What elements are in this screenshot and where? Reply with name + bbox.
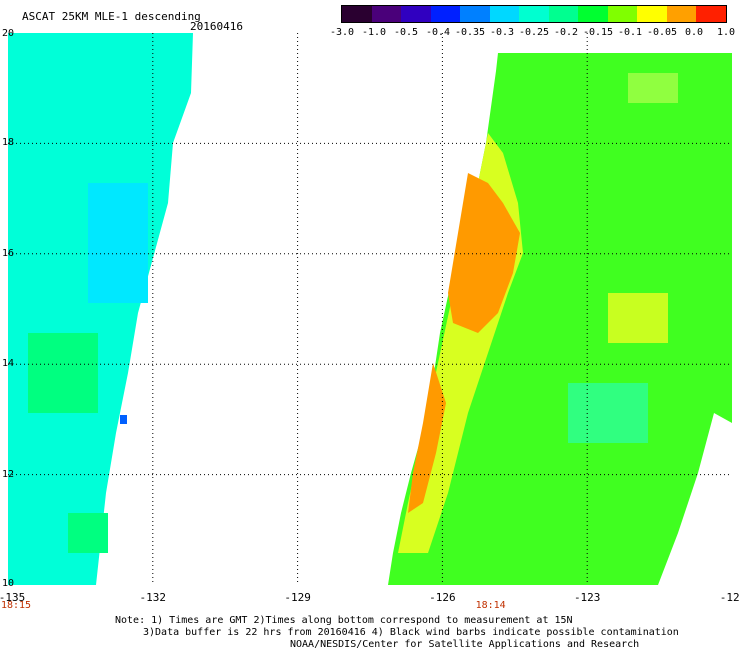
colorbar-tick-label: -3.0 [329, 27, 355, 38]
swath-east-patch [568, 383, 648, 443]
time-label: 18:15 [0, 600, 32, 611]
map-title: ASCAT 25KM MLE-1 descending [22, 10, 201, 23]
colorbar [341, 5, 727, 23]
x-tick-label: -129 [284, 591, 311, 604]
map-date: 20160416 [190, 20, 243, 33]
colorbar-cell [637, 6, 668, 22]
colorbar-tick-label: -0.35 [454, 27, 486, 38]
swath-west-patch [68, 513, 108, 553]
colorbar-cell [460, 6, 491, 22]
note-line-3: NOAA/NESDIS/Center for Satellite Applica… [290, 639, 640, 650]
colorbar-cell [578, 6, 609, 22]
swath-east-patch [628, 73, 678, 103]
colorbar-cell [371, 6, 403, 22]
x-tick-label: -126 [429, 591, 456, 604]
colorbar-tick-label: -0.3 [489, 27, 515, 38]
note-line-1: Note: 1) Times are GMT 2)Times along bot… [115, 615, 573, 626]
y-tick-label: 18 [2, 137, 15, 149]
y-tick-label: 14 [2, 358, 15, 370]
swath-west-patch [88, 183, 148, 303]
swath-east-orange-patch [408, 363, 446, 513]
y-tick-label: 12 [2, 468, 15, 480]
swath-west-pixel [120, 415, 127, 424]
y-tick-label: 20 [2, 28, 15, 39]
map-plot [8, 33, 732, 585]
colorbar-cell [401, 6, 432, 22]
swath-east-orange-patch [448, 173, 520, 333]
colorbar-tick-label: 1.0 [716, 27, 736, 38]
x-tick-label: -132 [139, 591, 167, 604]
swath-west [8, 33, 193, 585]
x-tick-label: -123 [573, 591, 601, 604]
y-tick-label: 16 [2, 247, 15, 259]
time-label: 18:14 [475, 600, 506, 611]
colorbar-cell [607, 6, 639, 22]
colorbar-tick-label: -0.15 [582, 27, 614, 38]
colorbar-cell [430, 6, 462, 22]
y-tick-label: 10 [2, 578, 15, 589]
colorbar-tick-label: -0.2 [553, 27, 579, 38]
x-tick-label: -120 [719, 591, 740, 604]
colorbar-tick-label: -0.05 [646, 27, 678, 38]
colorbar-cell [342, 6, 373, 22]
colorbar-cell [489, 6, 521, 22]
colorbar-tick-label: 0.0 [684, 27, 704, 38]
swath-west-patch [28, 333, 98, 413]
colorbar-tick-label: -1.0 [361, 27, 387, 38]
note-line-2: 3)Data buffer is 22 hrs from 20160416 4)… [143, 627, 679, 638]
colorbar-cell [548, 6, 580, 22]
swath-east [388, 53, 732, 585]
x-tick-label: -135 [0, 591, 26, 604]
colorbar-cell [666, 6, 698, 22]
colorbar-cell [519, 6, 550, 22]
colorbar-cell [696, 6, 726, 22]
colorbar-tick-label: -0.5 [393, 27, 419, 38]
swath-east-yellow-patch [608, 293, 668, 343]
colorbar-tick-label: -0.25 [518, 27, 550, 38]
colorbar-tick-label: -0.1 [617, 27, 643, 38]
colorbar-tick-label: -0.4 [425, 27, 451, 38]
